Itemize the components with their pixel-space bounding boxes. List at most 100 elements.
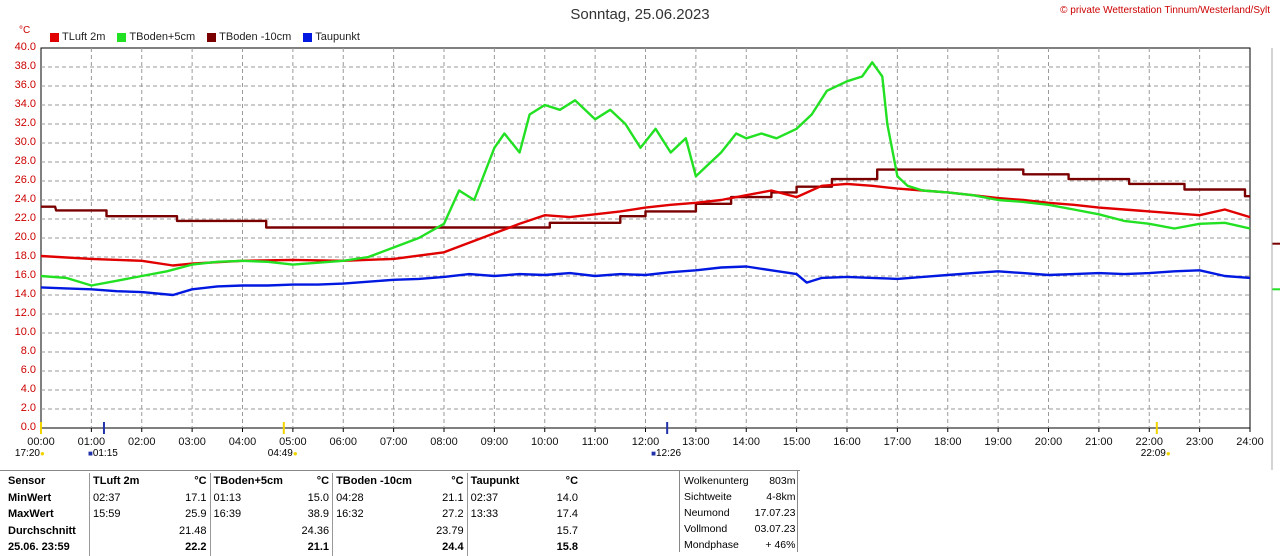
info-separator-left bbox=[679, 470, 680, 552]
stats-cell bbox=[332, 539, 434, 556]
legend-label-tboden10: TBoden -10cm bbox=[219, 31, 292, 43]
stats-header: °C bbox=[565, 475, 579, 488]
stats-row-min: MinWert 02:37 17.1 01:13 15.0 04:28 21.1… bbox=[5, 489, 581, 506]
x-tick-label: 00:00 bbox=[27, 436, 55, 448]
legend: TLuft 2m TBoden+5cm TBoden -10cm Taupunk… bbox=[50, 31, 360, 43]
y-tick-label: 38.0 bbox=[14, 60, 36, 72]
x-tick-label: 03:00 bbox=[178, 436, 206, 448]
y-tick-label: 6.0 bbox=[20, 364, 36, 376]
moon-icon: ■ bbox=[87, 449, 93, 458]
y-tick-label: 40.0 bbox=[14, 41, 36, 53]
x-tick-label: 14:00 bbox=[732, 436, 761, 448]
stats-cell: 15.7 bbox=[556, 524, 579, 537]
x-tick-label: 15:00 bbox=[782, 436, 811, 448]
stats-cell: MaxWert bbox=[8, 508, 54, 521]
info-separator-right bbox=[797, 470, 798, 552]
legend-swatch-tboden10 bbox=[207, 32, 217, 42]
stats-row-avg: Durchschnitt 21.48 24.36 23.79 15.7 bbox=[5, 522, 581, 539]
stats-cell: 15.8 bbox=[556, 541, 579, 554]
stats-cell: 02:37 bbox=[89, 489, 176, 506]
stats-cell bbox=[466, 522, 554, 539]
info-row: Mondphase + 46% bbox=[681, 537, 798, 553]
info-label: Mondphase bbox=[684, 539, 739, 551]
legend-swatch-tluft bbox=[50, 32, 59, 42]
astro-time: 22:09 bbox=[1140, 448, 1166, 459]
info-value: 4-8km bbox=[766, 491, 796, 503]
info-label: Sichtweite bbox=[684, 491, 732, 503]
x-tick-label: 11:00 bbox=[581, 436, 609, 448]
legend-item-tboden5: TBoden+5cm bbox=[117, 31, 195, 43]
stats-cell bbox=[466, 539, 554, 556]
astro-marker: ■01:15 bbox=[88, 448, 118, 459]
x-tick-label: 04:00 bbox=[228, 436, 257, 448]
series-line-3 bbox=[40, 265, 1251, 297]
stats-cell: 16:32 bbox=[332, 506, 434, 523]
astro-time: 01:15 bbox=[92, 448, 118, 459]
y-tick-label: 20.0 bbox=[14, 231, 36, 243]
stats-cell: 25.9 bbox=[185, 508, 207, 521]
stats-cell bbox=[89, 539, 176, 556]
stats-cell: 23.79 bbox=[436, 524, 464, 537]
x-tick-label: 07:00 bbox=[379, 436, 408, 448]
info-value: 17.07.23 bbox=[754, 507, 796, 519]
right-markers bbox=[1272, 242, 1280, 291]
y-tick-label: 36.0 bbox=[14, 79, 36, 91]
y-axis-unit: °C bbox=[19, 25, 31, 36]
x-tick-label: 16:00 bbox=[833, 436, 861, 448]
stats-header: TBoden+5cm bbox=[209, 473, 299, 490]
legend-label-tboden5: TBoden+5cm bbox=[129, 31, 196, 43]
y-tick-label: 22.0 bbox=[14, 212, 36, 224]
legend-swatch-tboden5 bbox=[117, 32, 127, 42]
x-tick-label: 08:00 bbox=[430, 436, 458, 448]
sun-icon: ● bbox=[292, 449, 298, 458]
stats-separator bbox=[0, 470, 800, 471]
y-tick-label: 34.0 bbox=[14, 98, 36, 110]
x-tick-label: 18:00 bbox=[933, 436, 962, 448]
stats-row-current: 25.06. 23:59 22.2 21.1 24.4 15.8 bbox=[5, 539, 581, 556]
stats-cell: Durchschnitt bbox=[8, 524, 76, 537]
astro-marker: 04:49● bbox=[268, 448, 298, 459]
chart-title: Sonntag, 25.06.2023 bbox=[570, 6, 710, 23]
y-tick-label: 26.0 bbox=[14, 174, 36, 186]
stats-cell: 02:37 bbox=[466, 489, 554, 506]
x-tick-label: 24:00 bbox=[1236, 436, 1264, 448]
y-tick-label: 8.0 bbox=[20, 345, 36, 357]
stats-header: °C bbox=[316, 475, 330, 488]
legend-swatch-taupunkt bbox=[303, 32, 313, 42]
x-tick-label: 22:00 bbox=[1135, 436, 1164, 448]
y-tick-label: 24.0 bbox=[14, 193, 36, 205]
sun-icon: ● bbox=[1165, 449, 1171, 458]
stats-header-row: Sensor TLuft 2m °C TBoden+5cm °C TBoden … bbox=[5, 473, 581, 490]
astro-marker: ■12:26 bbox=[651, 448, 681, 459]
stats-header: °C bbox=[451, 475, 464, 488]
x-tick-label: 09:00 bbox=[480, 436, 509, 448]
info-row: Neumond 17.07.23 bbox=[681, 505, 798, 521]
stats-cell: 21.1 bbox=[442, 491, 464, 504]
y-tick-label: 30.0 bbox=[14, 136, 36, 148]
x-tick-label: 06:00 bbox=[329, 436, 358, 448]
stats-header: TBoden -10cm bbox=[332, 473, 434, 490]
stats-cell bbox=[89, 522, 176, 539]
stats-cell: 01:13 bbox=[209, 489, 299, 506]
x-tick-label: 10:00 bbox=[530, 436, 559, 448]
x-tick-label: 02:00 bbox=[127, 436, 156, 448]
legend-label-tluft: TLuft 2m bbox=[62, 31, 106, 43]
stats-cell bbox=[332, 522, 434, 539]
astro-time: 04:49 bbox=[267, 448, 293, 459]
x-tick-label: 21:00 bbox=[1085, 436, 1113, 448]
info-row: Sichtweite 4-8km bbox=[681, 489, 798, 505]
grid-lines bbox=[40, 48, 1251, 434]
stats-cell: 14.0 bbox=[556, 491, 579, 504]
stats-header: TLuft 2m bbox=[89, 473, 176, 490]
stats-cell: 27.2 bbox=[442, 508, 464, 521]
info-row: Wolkenunterg 803m bbox=[681, 473, 798, 489]
astro-marker: 17:20● bbox=[15, 448, 45, 459]
stats-cell: 15.0 bbox=[307, 491, 330, 504]
legend-item-tboden10: TBoden -10cm bbox=[207, 31, 291, 43]
weather-info-table: Wolkenunterg 803m Sichtweite 4-8km Neumond… bbox=[681, 473, 798, 553]
y-tick-label: 0.0 bbox=[20, 421, 36, 433]
info-value: 803m bbox=[769, 475, 796, 487]
x-tick-label: 12:00 bbox=[631, 436, 660, 448]
x-tick-label: 01:00 bbox=[77, 436, 106, 448]
